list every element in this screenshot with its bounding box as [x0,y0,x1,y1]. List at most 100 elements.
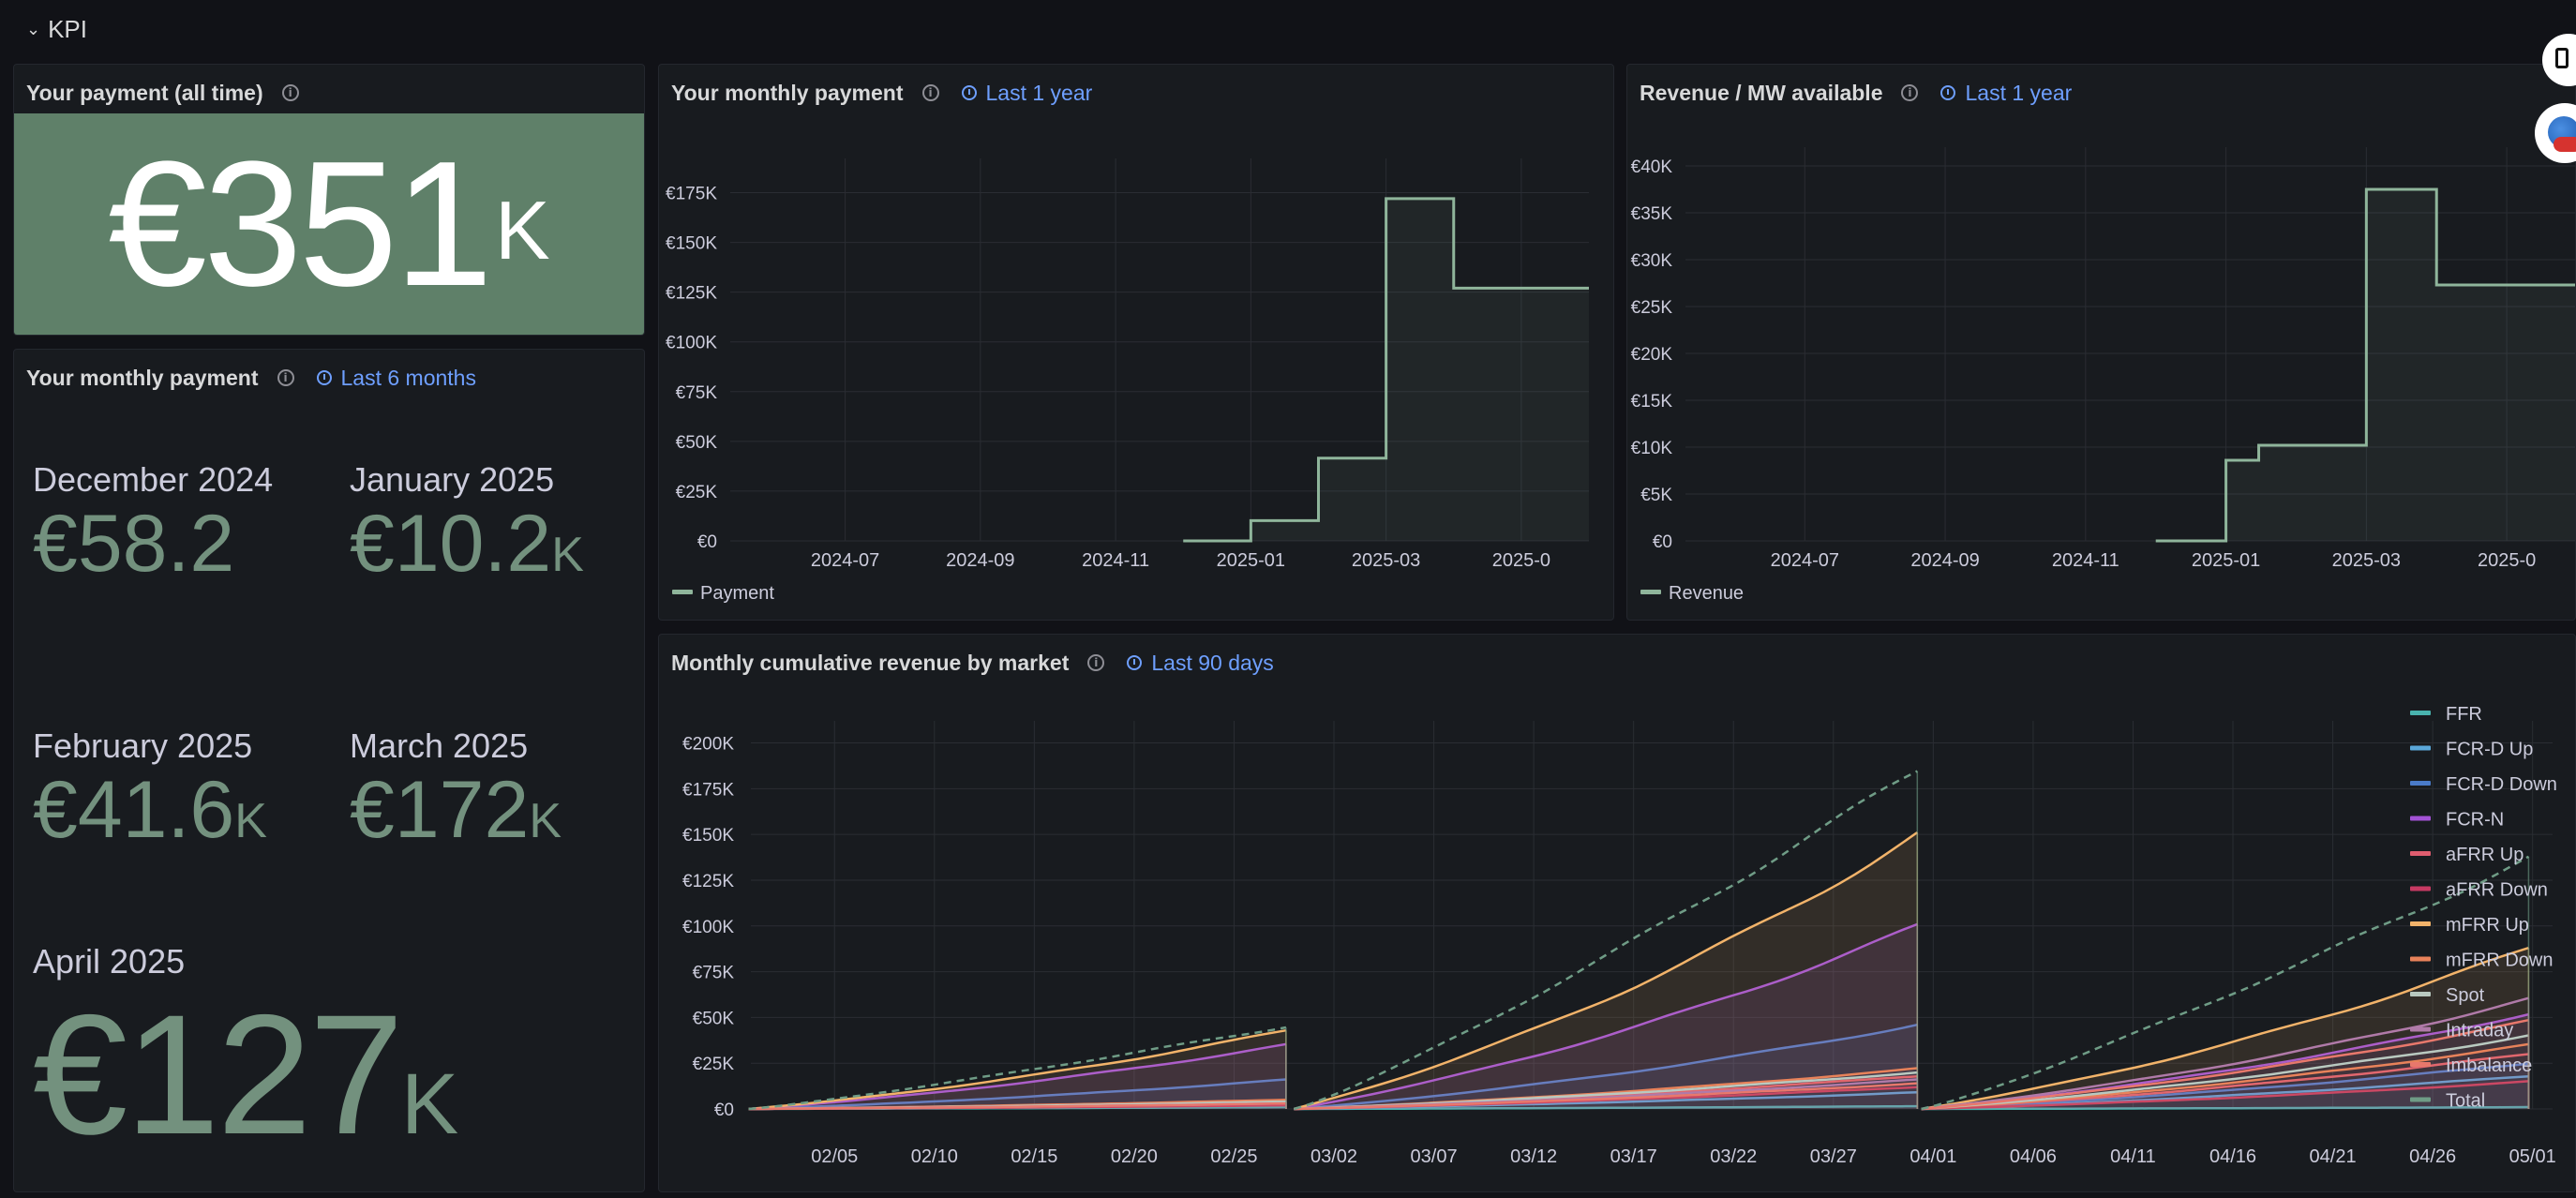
legend-label: Revenue [1669,583,1744,604]
series-line [1294,1023,1918,1111]
revenue-mw-chart[interactable]: €0 €5K €10K €15K €20K €25K €30K €35K €40K 2024-07… [1627,65,2576,621]
series-line [2155,187,2575,543]
book-icon [2555,48,2569,68]
x-tick-label: 2024-11 [2052,550,2119,571]
x-tick-label: 02/05 [811,1146,858,1167]
legend-swatch [2410,816,2431,821]
stat-unit: K [400,1056,458,1152]
legend-label: FCR-D Down [2446,774,2557,795]
y-tick-label: €35K [1631,204,1673,224]
panel-monthly-payment-chart: Your monthly payment i Last 1 year €0 €25… [658,64,1614,621]
time-range-link[interactable]: Last 90 days [1127,651,1274,676]
panel-title-bar: Monthly cumulative revenue by market i L… [671,646,1274,680]
series-line [1294,1082,1918,1111]
legend-swatch [2410,851,2431,856]
clock-icon [316,370,332,385]
legend-swatch [2410,921,2431,926]
series-line [748,1101,1286,1111]
panel-title-bar: Your monthly payment i Last 6 months [26,361,476,395]
x-tick-label: 2025-01 [2192,550,2260,571]
x-tick-label: 05/01 [2509,1146,2556,1167]
y-tick-label: €50K [693,1009,735,1028]
y-tick-label: €0 [1653,532,1672,552]
legend-label: mFRR Up [2446,915,2529,936]
stat-unit: K [494,184,550,277]
stat-unit: K [234,794,267,848]
clock-icon [1940,85,1956,100]
stat-value: €41.6K [33,770,267,850]
info-icon[interactable]: i [1901,84,1919,101]
x-tick-label: 03/07 [1411,1146,1458,1167]
stat-value: €127K [33,989,458,1160]
series-line [1294,770,1918,1111]
stat-number: €58.2 [33,499,235,589]
x-tick-label: 2025-0 [2478,550,2536,571]
time-range-link[interactable]: Last 1 year [961,81,1092,106]
panel-payment-all-time: Your payment (all time) i €351 K [13,64,645,336]
info-icon[interactable]: i [281,84,299,101]
series-line [1921,1105,2529,1111]
series-line [1921,996,2529,1111]
legend-label: Imbalance [2446,1056,2532,1076]
info-icon[interactable]: i [1087,654,1105,671]
stat-label: February 2025 [33,726,253,765]
x-tick-label: 2025-03 [1352,550,1420,571]
x-tick-label: 03/17 [1610,1146,1657,1167]
stat-number: €127 [33,979,404,1170]
series-line [748,1028,1287,1111]
y-tick-label: €175K [682,780,734,800]
stat-number: €172 [350,765,530,855]
y-tick-label: €30K [1631,251,1673,271]
series-line [1921,947,2529,1111]
time-range-link[interactable]: Last 6 months [316,366,476,391]
y-tick-label: €5K [1640,486,1672,505]
info-icon[interactable]: i [921,84,939,101]
series-line [1921,1034,2529,1111]
legend-swatch [2410,781,2431,786]
legend-label: Intraday [2446,1021,2513,1041]
stat-value: €10.2K [350,503,584,584]
row-header-kpi[interactable]: ⌄ KPI [0,0,2576,58]
stat-value: €58.2 [33,503,273,584]
series-fill [2155,189,2575,541]
y-tick-label: €0 [697,532,717,552]
legend-label: aFRR Down [2446,880,2548,901]
panel-revenue-mw-chart: Revenue / MW available i Last 1 year €0 €… [1626,64,2576,621]
legend-swatch [2410,745,2431,751]
series-area [1294,923,1918,1109]
panel-monthly-stats: Your monthly payment i Last 6 months Dec… [13,349,645,1192]
y-tick-label: €150K [682,826,734,846]
chevron-down-icon[interactable]: ⌄ [26,19,41,38]
legend-swatch [2410,886,2431,891]
x-tick-label: 02/20 [1111,1146,1158,1167]
stat-label: March 2025 [350,726,529,765]
x-tick-label: 02/15 [1011,1146,1057,1167]
clock-icon [1127,655,1143,670]
legend-swatch [2410,956,2431,962]
news-button[interactable] [2535,103,2576,163]
stat-unit: K [529,794,562,848]
cumulative-revenue-chart[interactable]: €0 €25K €50K €75K €100K €125K €150K €175K €200K 0… [659,635,2576,1192]
info-icon[interactable]: i [277,369,294,386]
monthly-payment-chart[interactable]: €0 €25K €50K €75K €100K €125K €150K €175K 2024-0… [659,65,1614,621]
legend-label: Payment [700,583,774,604]
legend-label: mFRR Down [2446,951,2553,971]
y-tick-label: €125K [666,284,717,304]
series-area [1921,1063,2529,1109]
legend-swatch [2410,1062,2431,1067]
series-line [1921,1080,2529,1111]
stat-label: December 2024 [33,460,274,499]
stat-march-2025: March 2025 €172K [350,726,562,850]
stat-december-2024: December 2024 €58.2 [33,460,273,584]
stat-unit: K [551,528,584,582]
series-area [1294,832,1918,1109]
x-tick-label: 2024-09 [946,550,1014,571]
x-tick-label: 2025-01 [1217,550,1285,571]
x-tick-label: 03/22 [1710,1146,1757,1167]
x-tick-label: 04/01 [1910,1146,1956,1167]
time-range-link[interactable]: Last 1 year [1940,81,2072,106]
y-tick-label: €75K [676,383,718,403]
y-tick-label: €200K [682,735,734,755]
series-line [748,1042,1287,1111]
y-tick-label: €25K [676,483,718,502]
